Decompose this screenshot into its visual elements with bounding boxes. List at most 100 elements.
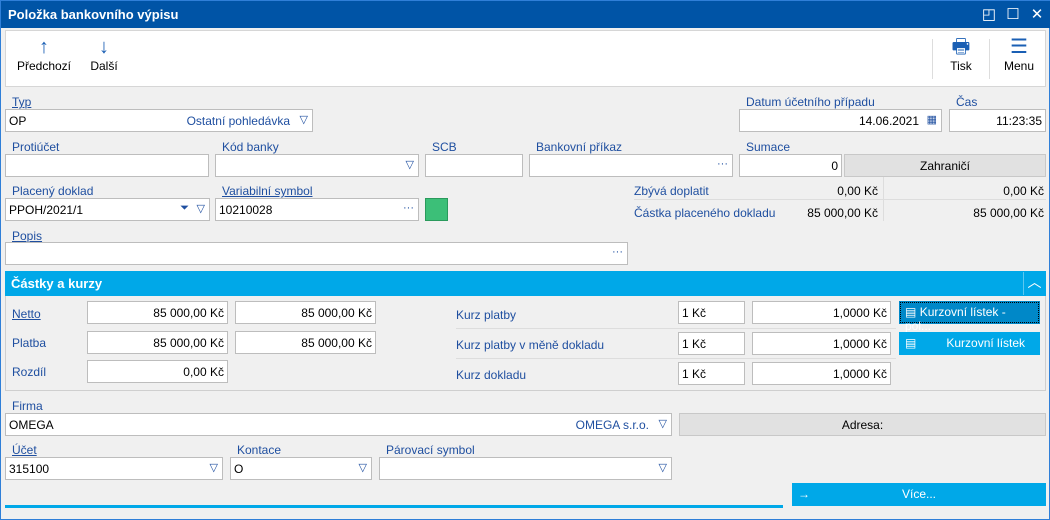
kontace-value: O bbox=[234, 462, 244, 476]
kurz-platby-mena-amount[interactable]: 1 Kč bbox=[678, 332, 745, 355]
rozdil-field[interactable]: 0,00 Kč bbox=[87, 360, 228, 383]
scb-field[interactable] bbox=[425, 154, 523, 177]
kontace-label: Kontace bbox=[237, 443, 282, 457]
firma-label: Firma bbox=[12, 399, 43, 413]
kurz-dokladu-rate[interactable]: 1,0000 Kč bbox=[752, 362, 891, 385]
datum-field[interactable]: 14.06.2021 ▦ bbox=[739, 109, 942, 132]
placeny-doklad-label: Placený doklad bbox=[12, 184, 94, 198]
typ-field[interactable]: OP Ostatní pohledávka ▽ bbox=[5, 109, 313, 132]
kod-banky-field[interactable]: ▽ bbox=[215, 154, 419, 177]
kurz-platby-mena-label: Kurz platby v měně dokladu bbox=[456, 338, 605, 352]
kod-banky-label: Kód banky bbox=[222, 140, 279, 154]
kontace-field[interactable]: O ▽ bbox=[230, 457, 372, 480]
toolbar: ↑ Předchozí ↓ Další 🖶 Tisk ☰ Menu bbox=[5, 30, 1046, 87]
datum-value: 14.06.2021 bbox=[858, 114, 919, 128]
popis-field[interactable]: ··· bbox=[5, 242, 628, 265]
menu-button[interactable]: ☰ Menu bbox=[994, 31, 1044, 86]
restore-icon[interactable]: ◰ bbox=[981, 6, 997, 23]
next-label: Další bbox=[90, 59, 118, 73]
castka-value-1: 85 000,00 Kč bbox=[807, 206, 878, 220]
dropdown-icon[interactable]: ▽ bbox=[358, 462, 367, 474]
dropdown-icon[interactable]: ▽ bbox=[209, 462, 218, 474]
ellipsis-icon[interactable]: ··· bbox=[612, 246, 623, 258]
section-title: Částky a kurzy bbox=[11, 276, 103, 291]
rozdil-label: Rozdíl bbox=[12, 365, 47, 379]
netto-field-1[interactable]: 85 000,00 Kč bbox=[87, 301, 228, 324]
platba-label: Platba bbox=[12, 336, 47, 350]
typ-name: Ostatní pohledávka bbox=[186, 114, 290, 128]
printer-icon: 🖶 bbox=[951, 36, 971, 58]
variabilni-symbol-value: 10210028 bbox=[219, 203, 273, 217]
kurzovni-listek-label: Kurzovní lístek bbox=[946, 336, 1026, 350]
castka-label: Částka placeného dokladu bbox=[634, 206, 776, 220]
dropdown-icon[interactable]: ▽ bbox=[196, 203, 205, 215]
ellipsis-icon[interactable]: ··· bbox=[403, 202, 414, 214]
netto-label: Netto bbox=[12, 307, 41, 321]
menu-label: Menu bbox=[1003, 59, 1035, 73]
kurz-dokladu-amount[interactable]: 1 Kč bbox=[678, 362, 745, 385]
print-label: Tisk bbox=[950, 59, 972, 73]
parovaci-field[interactable]: ▽ bbox=[379, 457, 672, 480]
typ-code: OP bbox=[9, 114, 27, 128]
calendar-icon[interactable]: ▦ bbox=[926, 114, 937, 126]
cas-label: Čas bbox=[956, 95, 978, 109]
kurzovni-listek-pol-button[interactable]: ▤ Kurzovní lístek - pol... bbox=[899, 301, 1040, 333]
kurz-dokladu-label: Kurz dokladu bbox=[456, 368, 527, 382]
filter-icon[interactable]: ⏷ bbox=[180, 202, 189, 214]
dropdown-icon[interactable]: ▽ bbox=[405, 159, 414, 171]
zbyva-label: Zbývá doplatit bbox=[634, 184, 709, 198]
protiucet-label: Protiúčet bbox=[12, 140, 60, 154]
dropdown-icon[interactable]: ▽ bbox=[658, 462, 667, 474]
ellipsis-icon[interactable]: ··· bbox=[717, 158, 728, 170]
datum-label: Datum účetního případu bbox=[746, 95, 875, 109]
previous-button[interactable]: ↑ Předchozí bbox=[14, 31, 74, 86]
arrow-down-icon: ↓ bbox=[99, 36, 109, 58]
zahranici-button[interactable]: Zahraničí bbox=[844, 154, 1046, 177]
firma-name: OMEGA s.r.o. bbox=[575, 418, 649, 432]
variabilni-symbol-label: Variabilní symbol bbox=[222, 184, 313, 198]
placeny-doklad-value: PPOH/2021/1 bbox=[9, 203, 84, 217]
ucet-label: Účet bbox=[12, 443, 37, 457]
adresa-button[interactable]: Adresa: bbox=[679, 413, 1046, 436]
kurz-platby-rate[interactable]: 1,0000 Kč bbox=[752, 301, 891, 324]
document-chart-icon: ▤ bbox=[905, 305, 917, 319]
variabilni-symbol-field[interactable]: 10210028 ··· bbox=[215, 198, 419, 221]
collapse-chevron-icon[interactable]: ︿ bbox=[1023, 272, 1045, 295]
firma-field[interactable]: OMEGA OMEGA s.r.o. ▽ bbox=[5, 413, 672, 436]
protiucet-field[interactable] bbox=[5, 154, 209, 177]
scb-label: SCB bbox=[432, 140, 457, 154]
kurz-platby-mena-rate[interactable]: 1,0000 Kč bbox=[752, 332, 891, 355]
kurzovni-listek-button[interactable]: ▤ Kurzovní lístek bbox=[899, 332, 1040, 355]
dropdown-icon[interactable]: ▽ bbox=[299, 114, 308, 126]
vice-label: Více... bbox=[901, 487, 936, 501]
netto-field-2[interactable]: 85 000,00 Kč bbox=[235, 301, 376, 324]
bankovni-prikaz-label: Bankovní příkaz bbox=[536, 140, 623, 154]
sumace-label: Sumace bbox=[746, 140, 791, 154]
arrow-up-icon: ↑ bbox=[39, 36, 49, 58]
placeny-doklad-field[interactable]: PPOH/2021/1 ⏷ ▽ bbox=[5, 198, 210, 221]
next-button[interactable]: ↓ Další bbox=[84, 31, 124, 86]
print-button[interactable]: 🖶 Tisk bbox=[936, 31, 986, 86]
typ-label: Typ bbox=[12, 95, 32, 109]
accent-line bbox=[5, 505, 783, 508]
status-color-indicator bbox=[425, 198, 448, 221]
close-icon[interactable]: ✕ bbox=[1030, 6, 1044, 23]
zbyva-value-2: 0,00 Kč bbox=[1003, 184, 1044, 198]
platba-field-2[interactable]: 85 000,00 Kč bbox=[235, 331, 376, 354]
ucet-field[interactable]: 315100 ▽ bbox=[5, 457, 223, 480]
cas-field[interactable]: 11:23:35 bbox=[949, 109, 1046, 132]
platba-field-1[interactable]: 85 000,00 Kč bbox=[87, 331, 228, 354]
kurz-platby-amount[interactable]: 1 Kč bbox=[678, 301, 745, 324]
sumace-field[interactable]: 0 bbox=[739, 154, 842, 177]
arrow-right-icon: → bbox=[798, 487, 810, 501]
bankovni-prikaz-field[interactable]: ··· bbox=[529, 154, 733, 177]
maximize-icon[interactable]: ☐ bbox=[1006, 6, 1020, 23]
castka-value-2: 85 000,00 Kč bbox=[973, 206, 1044, 220]
dropdown-icon[interactable]: ▽ bbox=[658, 418, 667, 430]
vice-button[interactable]: → Více... bbox=[792, 483, 1046, 506]
document-chart-icon: ▤ bbox=[905, 336, 917, 350]
firma-code: OMEGA bbox=[9, 418, 54, 432]
kurzovni-listek-pol-label: Kurzovní lístek - pol... bbox=[905, 305, 1006, 333]
parovaci-label: Párovací symbol bbox=[386, 443, 475, 457]
hamburger-icon: ☰ bbox=[1010, 36, 1028, 58]
